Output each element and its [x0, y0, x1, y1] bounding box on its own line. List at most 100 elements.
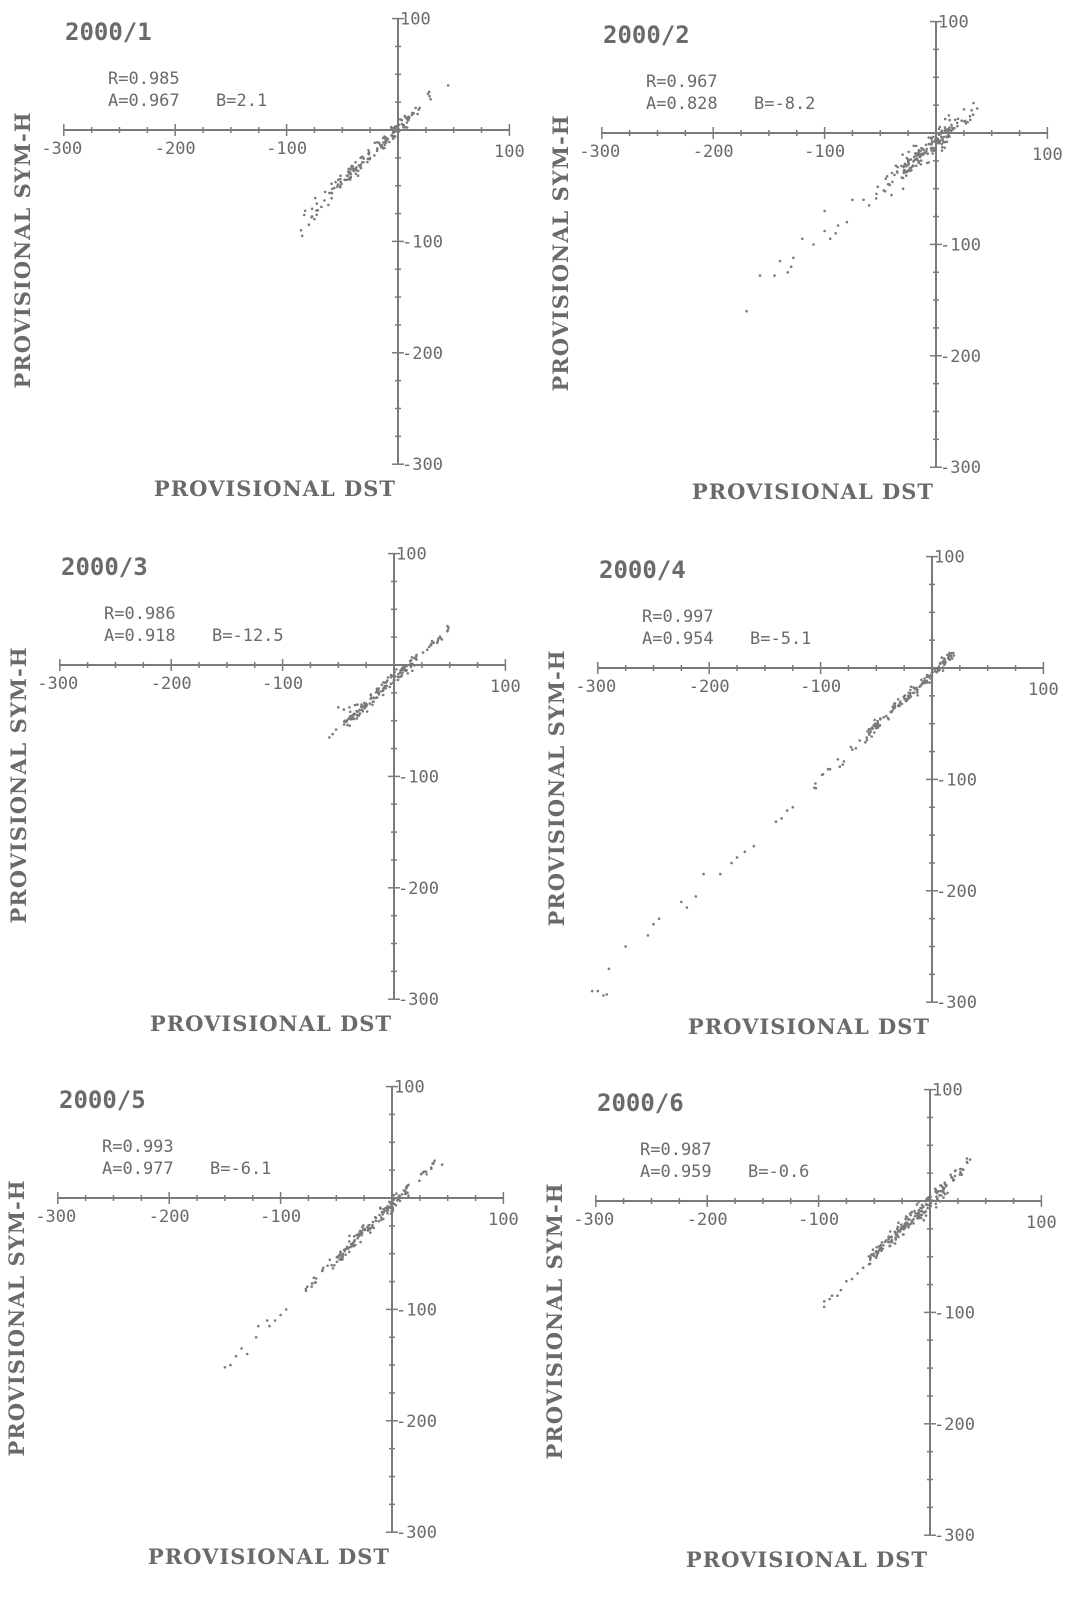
- data-point: [959, 1170, 962, 1174]
- data-point: [353, 1238, 357, 1242]
- x-axis-label: PROVISIONAL DST: [688, 1014, 930, 1039]
- data-point: [912, 691, 916, 695]
- data-point: [245, 1352, 249, 1356]
- data-point: [891, 180, 894, 184]
- data-point: [867, 727, 871, 731]
- data-point: [931, 152, 934, 155]
- data-point: [876, 1251, 880, 1255]
- data-point: [359, 1232, 363, 1236]
- data-point: [814, 782, 817, 785]
- y-tick-label: -200: [398, 879, 439, 899]
- data-point: [440, 638, 444, 641]
- data-point: [933, 669, 937, 673]
- data-point: [418, 1179, 421, 1183]
- data-point: [391, 131, 395, 135]
- data-point: [352, 1235, 356, 1238]
- data-point: [446, 624, 449, 628]
- data-point: [396, 675, 400, 678]
- data-point: [902, 695, 905, 699]
- data-point: [396, 1199, 399, 1202]
- data-point: [240, 1347, 243, 1350]
- data-point: [879, 1243, 883, 1247]
- data-point: [316, 208, 320, 212]
- y-axis-label: PROVISIONAL SYM-H: [6, 646, 31, 923]
- data-point: [429, 1166, 433, 1169]
- data-point: [912, 686, 915, 689]
- x-tick-label: -200: [693, 142, 734, 162]
- data-point: [344, 1253, 347, 1257]
- data-point: [872, 724, 875, 727]
- data-point: [337, 178, 340, 181]
- x-tick-label: -300: [37, 674, 78, 694]
- data-point: [881, 1247, 885, 1251]
- y-tick-label: -200: [396, 1412, 437, 1432]
- data-point: [360, 1225, 364, 1229]
- data-point: [915, 154, 918, 158]
- data-point: [408, 116, 411, 119]
- x-tick-label: -200: [687, 1210, 728, 1230]
- data-point: [972, 101, 975, 105]
- data-point: [822, 1300, 826, 1303]
- data-point: [313, 1281, 317, 1284]
- data-point: [926, 1203, 930, 1207]
- data-point: [885, 714, 888, 718]
- stat-r: R=0.993: [102, 1137, 174, 1157]
- data-point: [377, 693, 381, 696]
- data-point: [381, 136, 385, 140]
- stat-a: A=0.954: [642, 629, 714, 649]
- data-point: [410, 113, 414, 117]
- data-point: [938, 1194, 941, 1197]
- data-point: [425, 1173, 428, 1176]
- y-tick-label: -200: [402, 344, 443, 364]
- data-point: [346, 170, 350, 173]
- data-point: [918, 152, 922, 156]
- data-point: [916, 688, 919, 692]
- data-point: [339, 177, 342, 181]
- stat-r: R=0.967: [646, 72, 718, 92]
- data-point: [391, 129, 395, 133]
- data-point: [960, 119, 963, 122]
- data-point: [372, 696, 376, 699]
- data-point: [348, 710, 352, 714]
- x-tick-label: -300: [579, 142, 620, 162]
- data-point: [879, 717, 882, 720]
- stat-b: B=-8.2: [754, 94, 815, 114]
- data-point: [937, 1190, 940, 1193]
- data-point: [358, 712, 362, 715]
- data-point: [943, 117, 947, 121]
- data-point: [942, 135, 946, 139]
- data-point: [921, 681, 924, 684]
- data-point: [388, 685, 392, 689]
- data-point: [371, 1220, 375, 1224]
- data-point: [380, 1210, 384, 1214]
- data-point: [871, 727, 874, 730]
- data-point: [927, 136, 930, 139]
- data-point: [923, 677, 926, 680]
- data-point: [405, 1184, 409, 1188]
- data-point: [907, 163, 910, 167]
- data-point: [909, 691, 912, 695]
- data-point: [344, 1247, 348, 1251]
- data-point: [338, 1254, 341, 1257]
- data-point: [894, 1236, 897, 1239]
- stat-a: A=0.918: [104, 626, 176, 646]
- data-point: [773, 274, 776, 277]
- data-point: [596, 989, 600, 993]
- data-point: [939, 1190, 942, 1193]
- data-point: [923, 151, 927, 155]
- data-point: [960, 1172, 963, 1176]
- data-point: [940, 1184, 943, 1187]
- data-point: [890, 193, 893, 197]
- data-point: [398, 118, 402, 121]
- data-point: [930, 149, 933, 152]
- data-point: [874, 1250, 878, 1254]
- data-point: [854, 747, 858, 750]
- data-point: [858, 739, 861, 742]
- data-point: [874, 1256, 878, 1259]
- data-point: [940, 145, 944, 149]
- y-tick-label: 100: [394, 1078, 425, 1098]
- data-point: [265, 1319, 269, 1322]
- data-point: [304, 1289, 308, 1292]
- data-point: [379, 1216, 383, 1219]
- data-point: [909, 695, 913, 698]
